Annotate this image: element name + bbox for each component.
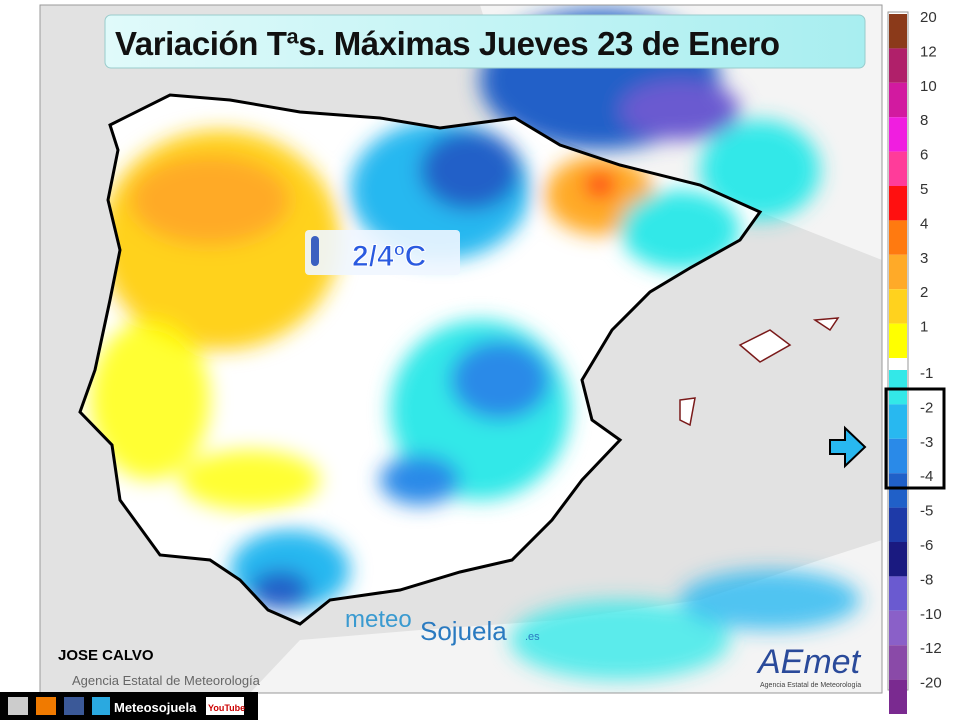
legend-label: 4	[920, 215, 928, 232]
annotation-box	[305, 230, 460, 275]
legend-label: 10	[920, 78, 937, 95]
legend-swatch	[889, 542, 907, 577]
map	[40, 5, 882, 693]
agency: Agencia Estatal de Meteorología	[72, 673, 261, 688]
title: Variación Tªs. Máximas Jueves 23 de Ener…	[115, 25, 780, 62]
legend-label: 1	[920, 319, 928, 336]
legend-label: 5	[920, 181, 928, 198]
legend-label: 3	[920, 250, 928, 267]
legend-label: -4	[920, 468, 933, 485]
legend-swatch	[889, 117, 907, 152]
legend-swatch	[889, 220, 907, 255]
legend-label: 6	[920, 147, 928, 164]
legend-swatch	[889, 48, 907, 83]
title-box	[104, 14, 866, 69]
temperature-field	[90, 120, 740, 610]
icon-instagram	[8, 697, 28, 715]
legend-swatch	[889, 323, 907, 358]
legend-label: -6	[920, 537, 933, 554]
legend-swatch	[889, 151, 907, 186]
footer-video: YouTube	[208, 703, 245, 713]
footer-site: Meteosojuela	[114, 700, 197, 715]
legend-label: -2	[920, 399, 933, 416]
map-frame	[39, 4, 883, 694]
legend-label: 8	[920, 112, 928, 129]
legend: 20 12 10 8 6 5 4 3 2 1 -1 -2 -3 -4 -5 -6 -8 -10 -12 -20	[887, 9, 942, 714]
legend-swatch	[889, 438, 907, 474]
legend-highlight	[884, 387, 946, 490]
legend-label: 20	[920, 9, 937, 26]
legend-swatch	[889, 14, 907, 49]
legend-swatch	[889, 576, 907, 611]
legend-label: -20	[920, 675, 942, 692]
brand-sojuela: Sojuela	[420, 616, 507, 646]
legend-label: -8	[920, 571, 933, 588]
legend-swatch	[889, 254, 907, 290]
legend-label: -1	[920, 365, 933, 382]
brand-meteo: meteo	[345, 606, 412, 633]
logo-sub: Agencia Estatal de Meteorología	[760, 682, 861, 689]
legend-label: -10	[920, 606, 942, 623]
legend-swatch	[889, 679, 907, 714]
legend-label: 2	[920, 284, 928, 301]
logo: AEmet	[756, 643, 862, 681]
legend-swatch	[889, 82, 907, 118]
legend-swatch	[889, 289, 907, 324]
legend-label: 12	[920, 43, 937, 60]
legend-swatch	[889, 404, 907, 439]
africa	[250, 540, 882, 693]
arrow	[829, 425, 867, 469]
icon-facebook	[64, 697, 84, 715]
thermometer-icon	[311, 236, 319, 266]
legend-label: -12	[920, 640, 942, 657]
legend-swatch	[889, 645, 907, 680]
annotation: 2/4ºC	[352, 240, 426, 273]
legend-swatch	[889, 186, 907, 221]
islands	[679, 317, 840, 427]
legend-label: -5	[920, 503, 933, 520]
icon-twitter	[92, 697, 110, 715]
legend-swatch	[889, 610, 907, 646]
legend-swatch	[889, 370, 907, 405]
brand-es: .es	[525, 631, 540, 643]
legend-label: -3	[920, 434, 933, 451]
legend-swatch	[889, 507, 907, 542]
legend-swatch	[889, 473, 907, 508]
youtube-badge	[206, 697, 244, 715]
icon-blogger	[36, 697, 56, 715]
author: JOSE CALVO	[58, 647, 154, 664]
